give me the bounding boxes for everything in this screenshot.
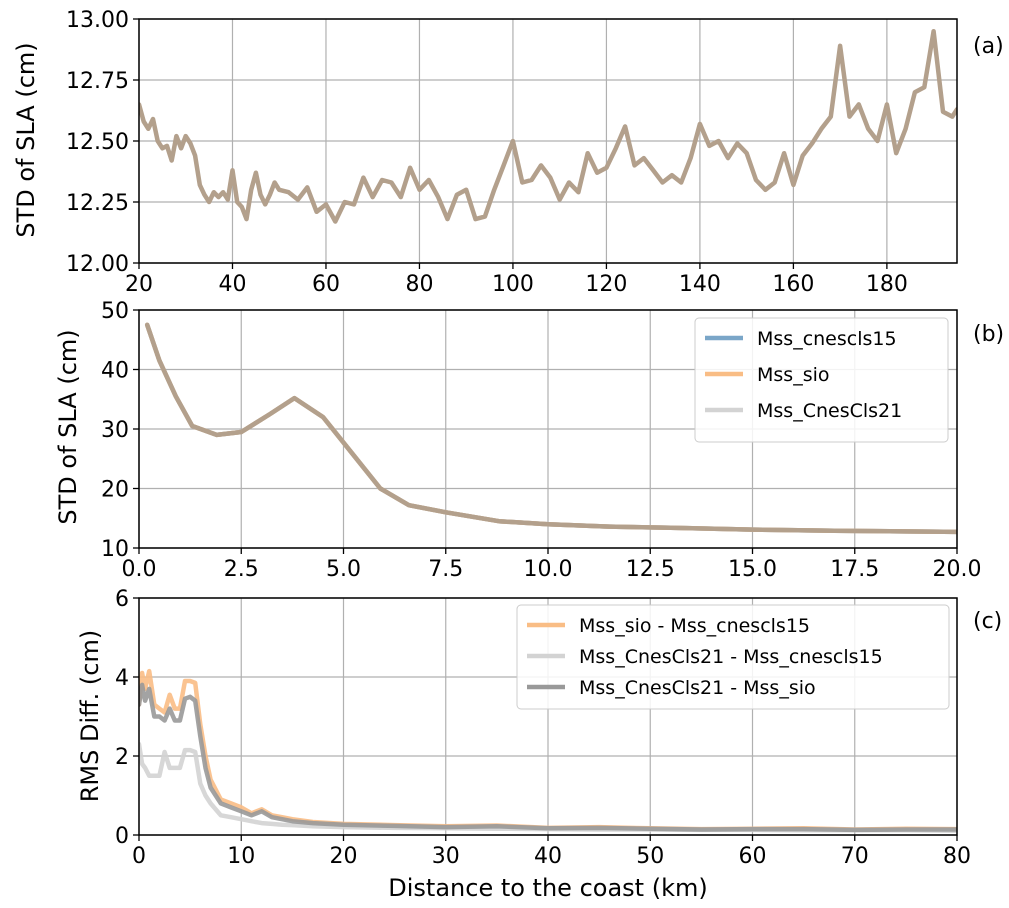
series-group: [139, 28, 957, 224]
x-tick-label: 10.0: [524, 557, 573, 582]
x-tick-label: 40: [534, 844, 562, 869]
x-tick-label: 140: [679, 272, 721, 297]
panel-c-label: (c): [973, 609, 1002, 634]
x-tick-label: 120: [585, 272, 627, 297]
y-tick-label: 12.50: [66, 130, 129, 155]
series-group: [139, 668, 957, 833]
legend-label: Mss_CnesCls21 - Mss_cnescls15: [579, 646, 883, 668]
x-tick-label: 12.5: [626, 557, 675, 582]
x-tick-label: 180: [866, 272, 908, 297]
x-tick-label: 17.5: [830, 557, 879, 582]
x-tick-label: 20: [125, 272, 153, 297]
y-tick-label: 20: [101, 478, 129, 503]
x-tick-label: 10: [227, 844, 255, 869]
x-tick-label: 70: [841, 844, 869, 869]
legend: Mss_cnescls15 Mss_sio Mss_CnesCls21: [694, 317, 949, 443]
y-tick-label: 10: [101, 537, 129, 562]
y-tick-label: 30: [101, 418, 129, 443]
x-tick-label: 20: [330, 844, 358, 869]
y-tick-label: 12.25: [66, 191, 129, 216]
y-tick-label: 50: [101, 299, 129, 324]
panel-a: STD of SLA (cm) (a) 20 40 60 80 100 120 140 160…: [12, 8, 1004, 297]
x-tick-label: 40: [218, 272, 246, 297]
panel-a-label: (a): [973, 34, 1004, 59]
y-tick-label: 0: [115, 824, 129, 849]
panel-c-xlabel: Distance to the coast (km): [388, 874, 707, 902]
x-tick-label: 2.5: [224, 557, 259, 582]
x-tick-label: 15.0: [728, 557, 777, 582]
series-group: [144, 322, 957, 535]
y-tick-label: 12.75: [66, 69, 129, 94]
legend-box: [516, 604, 950, 710]
x-tick-label: 160: [772, 272, 814, 297]
legend: Mss_sio - Mss_cnescls15 Mss_CnesCls21 - M…: [516, 604, 950, 710]
series-line-3: [139, 682, 957, 833]
panel-b: STD of SLA (cm) (b) 0.0 2.5 5.0 7.5 10.0 12.5…: [54, 299, 1004, 582]
series-line-3: [144, 322, 957, 535]
x-tick-label: 0.0: [122, 557, 157, 582]
panel-a-ylabel: STD of SLA (cm): [12, 42, 40, 237]
legend-label: Mss_CnesCls21 - Mss_sio: [579, 677, 816, 699]
x-tick-label: 80: [405, 272, 433, 297]
x-tick-label: 5.0: [326, 557, 361, 582]
y-tick-label: 12.00: [66, 252, 129, 277]
legend-label: Mss_cnescls15: [757, 328, 897, 350]
y-tick-label: 13.00: [66, 8, 129, 33]
x-tick-label: 60: [739, 844, 767, 869]
x-tick-label: 0: [132, 844, 146, 869]
legend-label: Mss_sio: [757, 364, 830, 386]
panel-b-ylabel: STD of SLA (cm): [54, 329, 82, 524]
x-tick-label: 100: [492, 272, 534, 297]
legend-label: Mss_CnesCls21: [757, 400, 902, 422]
y-tick-label: 6: [115, 587, 129, 612]
panel-c: RMS Diff. (cm) (c) Distance to the coast…: [76, 587, 1002, 902]
legend-box: [694, 317, 949, 443]
x-tick-label: 7.5: [428, 557, 463, 582]
panel-b-label: (b): [973, 322, 1004, 347]
x-tick-label: 30: [432, 844, 460, 869]
y-tick-label: 2: [115, 745, 129, 770]
legend-label: Mss_sio - Mss_cnescls15: [579, 615, 810, 637]
x-tick-label: 50: [636, 844, 664, 869]
y-tick-label: 40: [101, 359, 129, 384]
x-tick-label: 80: [943, 844, 971, 869]
x-tick-label: 60: [312, 272, 340, 297]
panel-c-ylabel: RMS Diff. (cm): [76, 630, 104, 803]
series-line-1: [139, 28, 957, 224]
x-tick-label: 20.0: [933, 557, 982, 582]
y-tick-label: 4: [115, 666, 129, 691]
